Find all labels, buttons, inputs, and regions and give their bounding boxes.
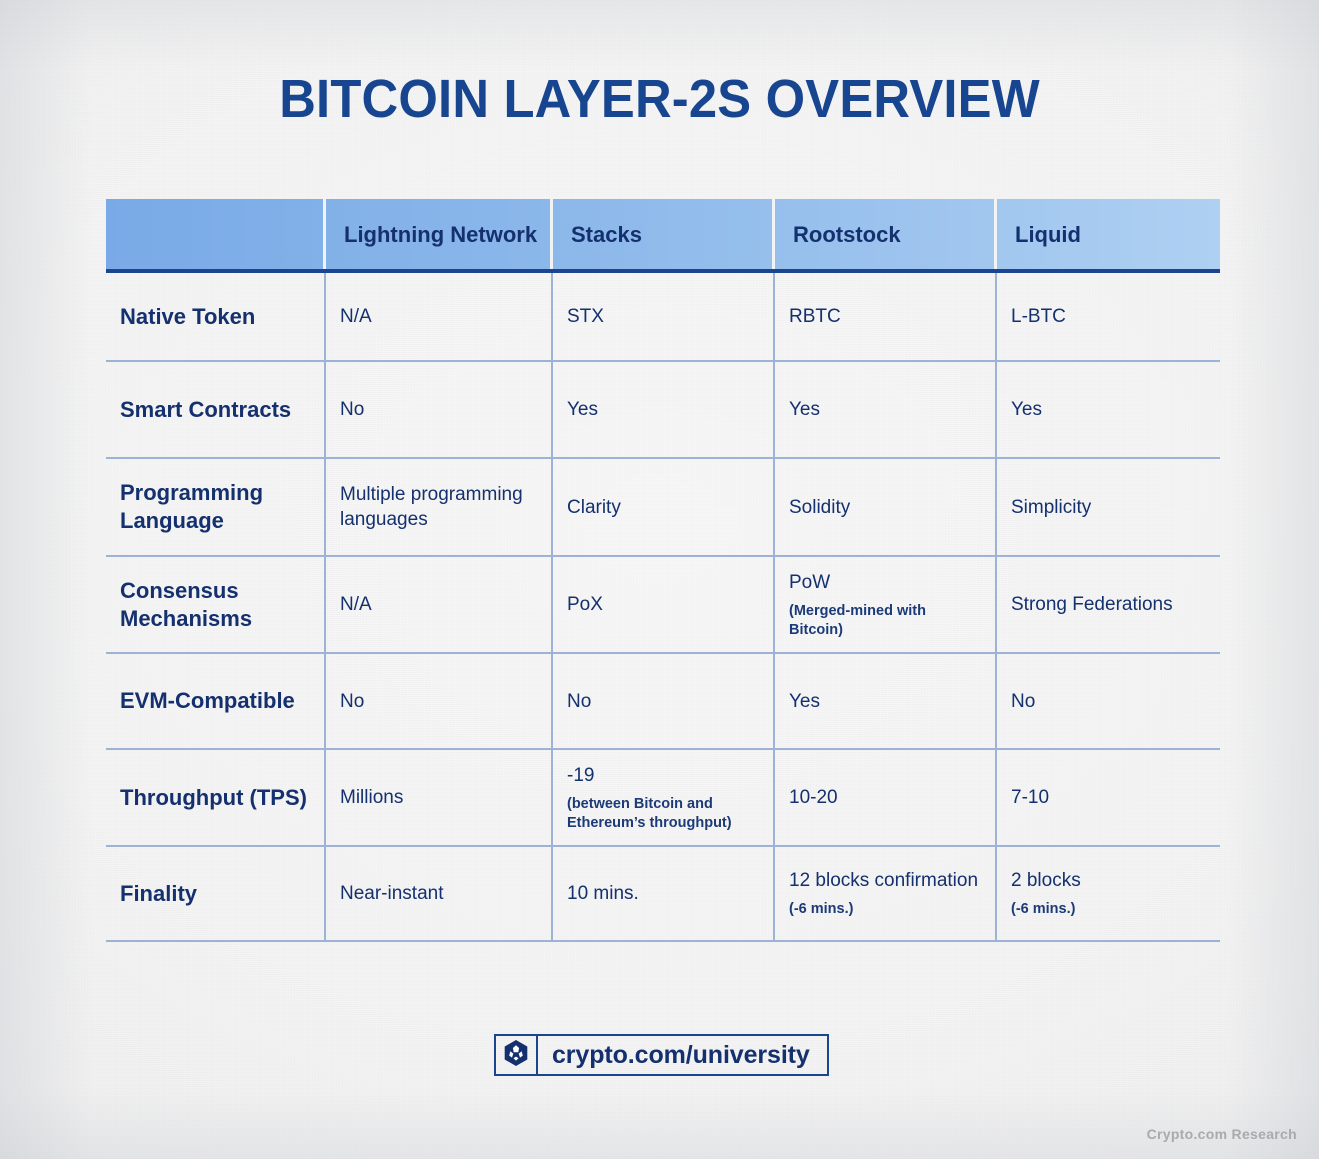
table-cell: Solidity	[775, 459, 997, 555]
cell-main: -19	[567, 764, 595, 786]
table-row: Programming Language Multiple programmin…	[106, 459, 1220, 557]
cell-main: PoX	[567, 594, 603, 615]
table-cell: -19 (between Bitcoin and Ethereum’s thro…	[553, 750, 775, 845]
credit-label: Crypto.com Research	[1146, 1126, 1297, 1142]
logo-container	[496, 1036, 538, 1074]
cell-main: 7-10	[1011, 787, 1050, 808]
cell-subtext: (-6 mins.)	[1011, 901, 1076, 917]
row-label: Smart Contracts	[106, 362, 326, 457]
cell-main: No	[1011, 690, 1036, 712]
cell-main: 10-20	[789, 787, 838, 808]
cell-main: No	[340, 690, 365, 712]
table-cell: Near-instant	[326, 847, 553, 940]
row-label: EVM-Compatible	[106, 654, 326, 748]
table-cell: Simplicity	[997, 459, 1220, 555]
table-cell: PoX	[553, 557, 775, 652]
table-cell: No	[326, 362, 553, 457]
cell-main: 10 mins.	[567, 883, 639, 904]
cell-main: RBTC	[789, 306, 841, 327]
table-header-rootstock: Rootstock	[775, 199, 997, 269]
table-cell: RBTC	[775, 273, 997, 360]
cell-main: 2 blocks	[1011, 870, 1081, 891]
table-cell: Multiple programming languages	[326, 459, 553, 555]
table-cell: Millions	[326, 750, 553, 845]
cell-main: No	[340, 399, 365, 420]
table-row: Consensus Mechanisms N/A PoX PoW (Merged…	[106, 557, 1220, 654]
cell-main: STX	[567, 306, 604, 327]
table-row: Smart Contracts No Yes Yes Yes	[106, 362, 1220, 459]
cell-main: Clarity	[567, 496, 621, 518]
table-row: Throughput (TPS) Millions -19 (between B…	[106, 750, 1220, 847]
table-cell: STX	[553, 273, 775, 360]
cell-main: PoW	[789, 571, 831, 593]
cell-main: Yes	[789, 690, 820, 712]
table-cell: 10 mins.	[553, 847, 775, 940]
cell-subtext: (between Bitcoin and Ethereum’s throughp…	[567, 795, 732, 831]
cell-main: Millions	[340, 787, 404, 808]
cell-main: Near-instant	[340, 883, 444, 904]
row-label: Consensus Mechanisms	[106, 557, 326, 652]
cell-main: N/A	[340, 306, 372, 327]
cell-main: Yes	[567, 399, 598, 420]
table-cell: 12 blocks confirmation (-6 mins.)	[775, 847, 997, 940]
table-cell: 7-10	[997, 750, 1220, 845]
table-cell: N/A	[326, 557, 553, 652]
cell-main: Simplicity	[1011, 496, 1092, 518]
table-cell: No	[997, 654, 1220, 748]
badge-label: crypto.com/university	[552, 1040, 810, 1069]
table-header-lightning-network: Lightning Network	[326, 199, 553, 269]
crypto-com-university-badge[interactable]: crypto.com/university	[494, 1034, 829, 1076]
table-cell: 2 blocks (-6 mins.)	[997, 847, 1220, 940]
table-row: Finality Near-instant 10 mins. 12 blocks…	[106, 847, 1220, 942]
page-title: BITCOIN LAYER-2S OVERVIEW	[279, 69, 1040, 129]
crypto-com-logo-icon	[503, 1039, 529, 1072]
row-label: Throughput (TPS)	[106, 750, 326, 845]
row-label: Programming Language	[106, 459, 326, 555]
table-row: Native Token N/A STX RBTC L-BTC	[106, 273, 1220, 362]
cell-main: Yes	[789, 399, 820, 420]
table-header-stacks: Stacks	[553, 199, 775, 269]
table-cell: Strong Federations	[997, 557, 1220, 652]
table-cell: 10-20	[775, 750, 997, 845]
table-header-row: Lightning Network Stacks Rootstock Liqui…	[106, 199, 1220, 273]
table-cell: No	[326, 654, 553, 748]
table-cell: Yes	[775, 654, 997, 748]
table-cell: Yes	[553, 362, 775, 457]
cell-main: 12 blocks confirmation	[789, 870, 979, 891]
table-cell: Clarity	[553, 459, 775, 555]
table-header-corner	[106, 199, 326, 269]
row-label: Finality	[106, 847, 326, 940]
table-header-liquid: Liquid	[1015, 221, 1081, 247]
table-cell: No	[553, 654, 775, 748]
table-cell: L-BTC	[997, 273, 1220, 360]
cell-main: Yes	[1011, 399, 1042, 420]
cell-subtext: (-6 mins.)	[789, 901, 854, 917]
cell-main: N/A	[340, 594, 372, 615]
cell-main: L-BTC	[1011, 306, 1066, 327]
table-row: EVM-Compatible No No Yes No	[106, 654, 1220, 750]
cell-main: Strong Federations	[1011, 594, 1173, 615]
table-cell: Yes	[775, 362, 997, 457]
cell-main: Solidity	[789, 496, 851, 518]
cell-main: No	[567, 690, 592, 712]
table-cell: PoW (Merged-mined with Bitcoin)	[775, 557, 997, 652]
table-cell: N/A	[326, 273, 553, 360]
cell-subtext: (Merged-mined with Bitcoin)	[789, 602, 926, 638]
table-cell: Yes	[997, 362, 1220, 457]
cell-main: Multiple programming languages	[340, 484, 523, 530]
comparison-table: Lightning Network Stacks Rootstock Liqui…	[106, 199, 1220, 942]
row-label: Native Token	[106, 273, 326, 360]
